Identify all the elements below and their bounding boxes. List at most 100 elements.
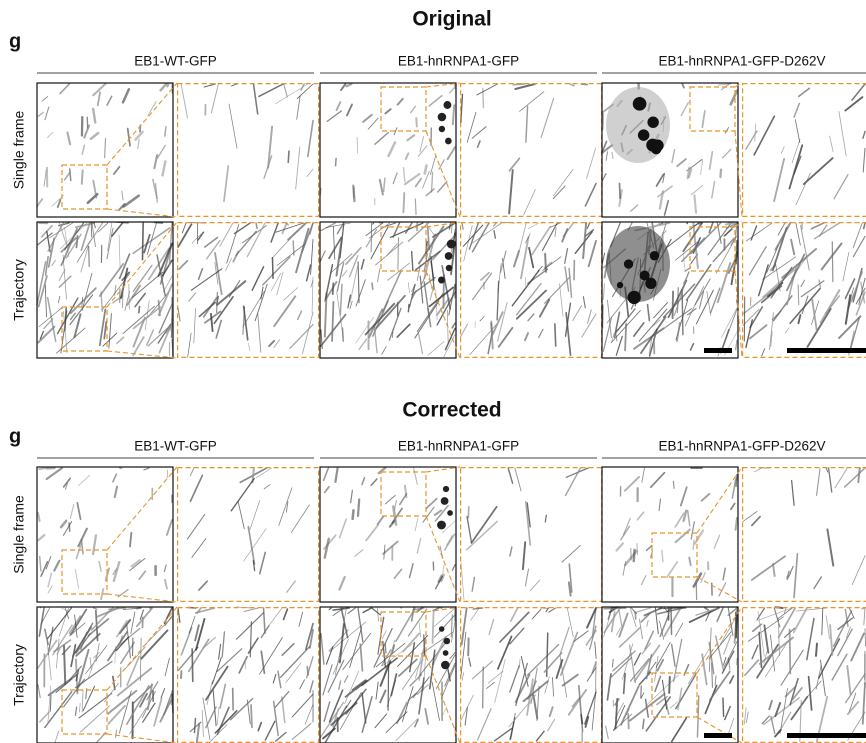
filament bbox=[745, 319, 753, 349]
filament bbox=[659, 615, 669, 638]
filament bbox=[75, 669, 80, 682]
filament bbox=[650, 319, 661, 328]
filament bbox=[757, 264, 769, 297]
filament bbox=[396, 323, 411, 338]
filament bbox=[309, 680, 314, 694]
filament bbox=[844, 96, 864, 112]
filament bbox=[74, 706, 78, 716]
filament bbox=[343, 675, 349, 684]
filament bbox=[572, 305, 583, 321]
roi-connector bbox=[696, 716, 743, 743]
filament bbox=[768, 699, 773, 711]
filament bbox=[260, 286, 264, 300]
micrograph bbox=[37, 467, 173, 602]
filament bbox=[564, 467, 582, 497]
filament bbox=[423, 164, 428, 175]
filament bbox=[59, 519, 68, 529]
filament bbox=[417, 225, 445, 265]
filament bbox=[450, 614, 453, 638]
filament bbox=[633, 327, 665, 350]
filament bbox=[238, 656, 248, 674]
filament bbox=[285, 222, 289, 226]
filament bbox=[202, 636, 216, 650]
column-header: EB1-hnRNPA1-GFP bbox=[398, 54, 519, 69]
filament bbox=[667, 607, 673, 612]
roi-box bbox=[380, 226, 427, 272]
filament bbox=[689, 342, 695, 351]
filament bbox=[180, 626, 193, 656]
filament bbox=[230, 83, 238, 87]
filament bbox=[508, 169, 514, 215]
granule bbox=[438, 626, 445, 632]
filament bbox=[68, 615, 82, 635]
filament bbox=[685, 264, 712, 301]
filament bbox=[323, 701, 331, 722]
panel-label: g bbox=[9, 425, 21, 447]
filament bbox=[267, 125, 274, 169]
filament bbox=[46, 607, 72, 640]
filament bbox=[525, 105, 529, 143]
filament bbox=[852, 222, 863, 249]
filament bbox=[272, 673, 277, 684]
filament bbox=[433, 607, 456, 627]
filament bbox=[310, 238, 314, 275]
roi-connector bbox=[106, 208, 178, 218]
filament bbox=[409, 673, 423, 687]
filament bbox=[674, 512, 685, 528]
filament bbox=[722, 697, 725, 718]
filament bbox=[692, 539, 695, 550]
filament bbox=[141, 222, 144, 261]
filament bbox=[774, 260, 781, 292]
filament bbox=[116, 667, 153, 697]
filament bbox=[742, 308, 760, 326]
filament bbox=[277, 670, 282, 689]
aggregate bbox=[627, 290, 641, 305]
image-texture bbox=[745, 83, 866, 206]
filament bbox=[165, 519, 173, 536]
filament bbox=[191, 233, 202, 244]
filament bbox=[282, 608, 289, 621]
filament bbox=[528, 246, 535, 269]
filament bbox=[819, 659, 826, 697]
filament bbox=[255, 467, 272, 479]
filament bbox=[844, 673, 866, 704]
filament bbox=[772, 562, 776, 577]
filament bbox=[624, 323, 628, 352]
filament bbox=[511, 269, 540, 307]
filament bbox=[41, 95, 49, 102]
filament bbox=[602, 316, 613, 352]
filament bbox=[641, 467, 645, 483]
granule bbox=[438, 125, 446, 133]
micrograph-frame bbox=[36, 466, 174, 603]
filament bbox=[122, 286, 124, 308]
filament bbox=[688, 167, 693, 179]
filament bbox=[402, 632, 421, 653]
filament bbox=[425, 497, 438, 510]
filament bbox=[552, 185, 566, 200]
filament bbox=[60, 227, 78, 267]
filament bbox=[362, 113, 373, 123]
filament bbox=[137, 138, 140, 150]
granule bbox=[437, 520, 446, 530]
aggregate bbox=[632, 96, 647, 111]
filament bbox=[696, 695, 700, 738]
zoom-frame bbox=[741, 606, 866, 743]
filament bbox=[633, 322, 645, 337]
filament bbox=[497, 635, 513, 670]
filament bbox=[811, 300, 820, 325]
filament bbox=[709, 287, 721, 314]
filament bbox=[636, 542, 638, 556]
filament bbox=[264, 720, 276, 741]
filament bbox=[377, 466, 387, 475]
granule bbox=[447, 510, 453, 516]
roi-connector bbox=[425, 221, 461, 228]
filament bbox=[97, 222, 109, 233]
filament bbox=[686, 166, 691, 180]
filament bbox=[371, 282, 374, 291]
filament bbox=[164, 657, 170, 677]
zoom-panel bbox=[177, 83, 314, 217]
filament bbox=[47, 674, 78, 697]
filament bbox=[611, 151, 614, 160]
filament bbox=[813, 576, 822, 590]
filament bbox=[36, 511, 41, 522]
